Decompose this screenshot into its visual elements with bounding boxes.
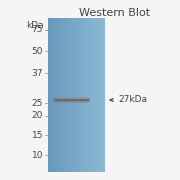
Bar — [100, 18, 101, 172]
Bar — [91, 18, 92, 172]
Bar — [76, 18, 77, 172]
Bar — [101, 18, 102, 172]
Text: 37: 37 — [31, 69, 43, 78]
Bar — [75, 18, 76, 172]
Bar — [64, 18, 65, 172]
Text: 27kDa: 27kDa — [118, 96, 147, 105]
Bar — [94, 18, 96, 172]
Bar — [67, 18, 68, 172]
Bar — [82, 18, 83, 172]
Bar — [61, 18, 62, 172]
Bar — [96, 18, 97, 172]
Bar — [81, 18, 82, 172]
Bar — [58, 18, 59, 172]
Text: 15: 15 — [31, 130, 43, 140]
Bar — [62, 18, 63, 172]
Bar — [98, 18, 99, 172]
Text: Western Blot: Western Blot — [79, 8, 150, 18]
Bar — [66, 18, 67, 172]
Bar — [104, 18, 105, 172]
Bar — [50, 18, 51, 172]
Bar — [68, 18, 69, 172]
Bar — [78, 18, 79, 172]
Bar — [94, 18, 95, 172]
Text: 10: 10 — [31, 150, 43, 159]
Bar — [79, 18, 80, 172]
Bar — [59, 18, 60, 172]
Bar — [87, 18, 88, 172]
Bar — [52, 18, 53, 172]
Bar — [69, 18, 70, 172]
Bar — [99, 18, 100, 172]
Bar — [74, 18, 75, 172]
Bar — [84, 18, 85, 172]
Bar — [49, 18, 50, 172]
Bar — [48, 18, 49, 172]
Bar — [57, 18, 58, 172]
Bar — [102, 18, 103, 172]
Bar — [88, 18, 89, 172]
Bar — [93, 18, 94, 172]
Bar — [77, 18, 78, 172]
Bar — [92, 18, 93, 172]
Text: 75: 75 — [31, 26, 43, 35]
Text: 50: 50 — [31, 46, 43, 55]
Bar — [55, 18, 56, 172]
Bar — [63, 18, 64, 172]
Bar — [85, 18, 86, 172]
Bar — [54, 18, 55, 172]
Bar — [90, 18, 91, 172]
Bar — [73, 18, 74, 172]
Bar — [80, 18, 81, 172]
Bar — [65, 18, 66, 172]
Bar — [70, 18, 71, 172]
Bar — [53, 18, 54, 172]
Text: 20: 20 — [32, 111, 43, 120]
Bar — [83, 18, 84, 172]
Bar — [56, 18, 57, 172]
Text: 25: 25 — [32, 98, 43, 107]
Bar — [103, 18, 104, 172]
Bar — [86, 18, 87, 172]
Bar — [97, 18, 98, 172]
Bar — [60, 18, 61, 172]
Bar — [51, 18, 52, 172]
Text: kDa: kDa — [26, 21, 44, 30]
Bar — [89, 18, 90, 172]
Bar — [72, 18, 73, 172]
Bar — [71, 18, 72, 172]
